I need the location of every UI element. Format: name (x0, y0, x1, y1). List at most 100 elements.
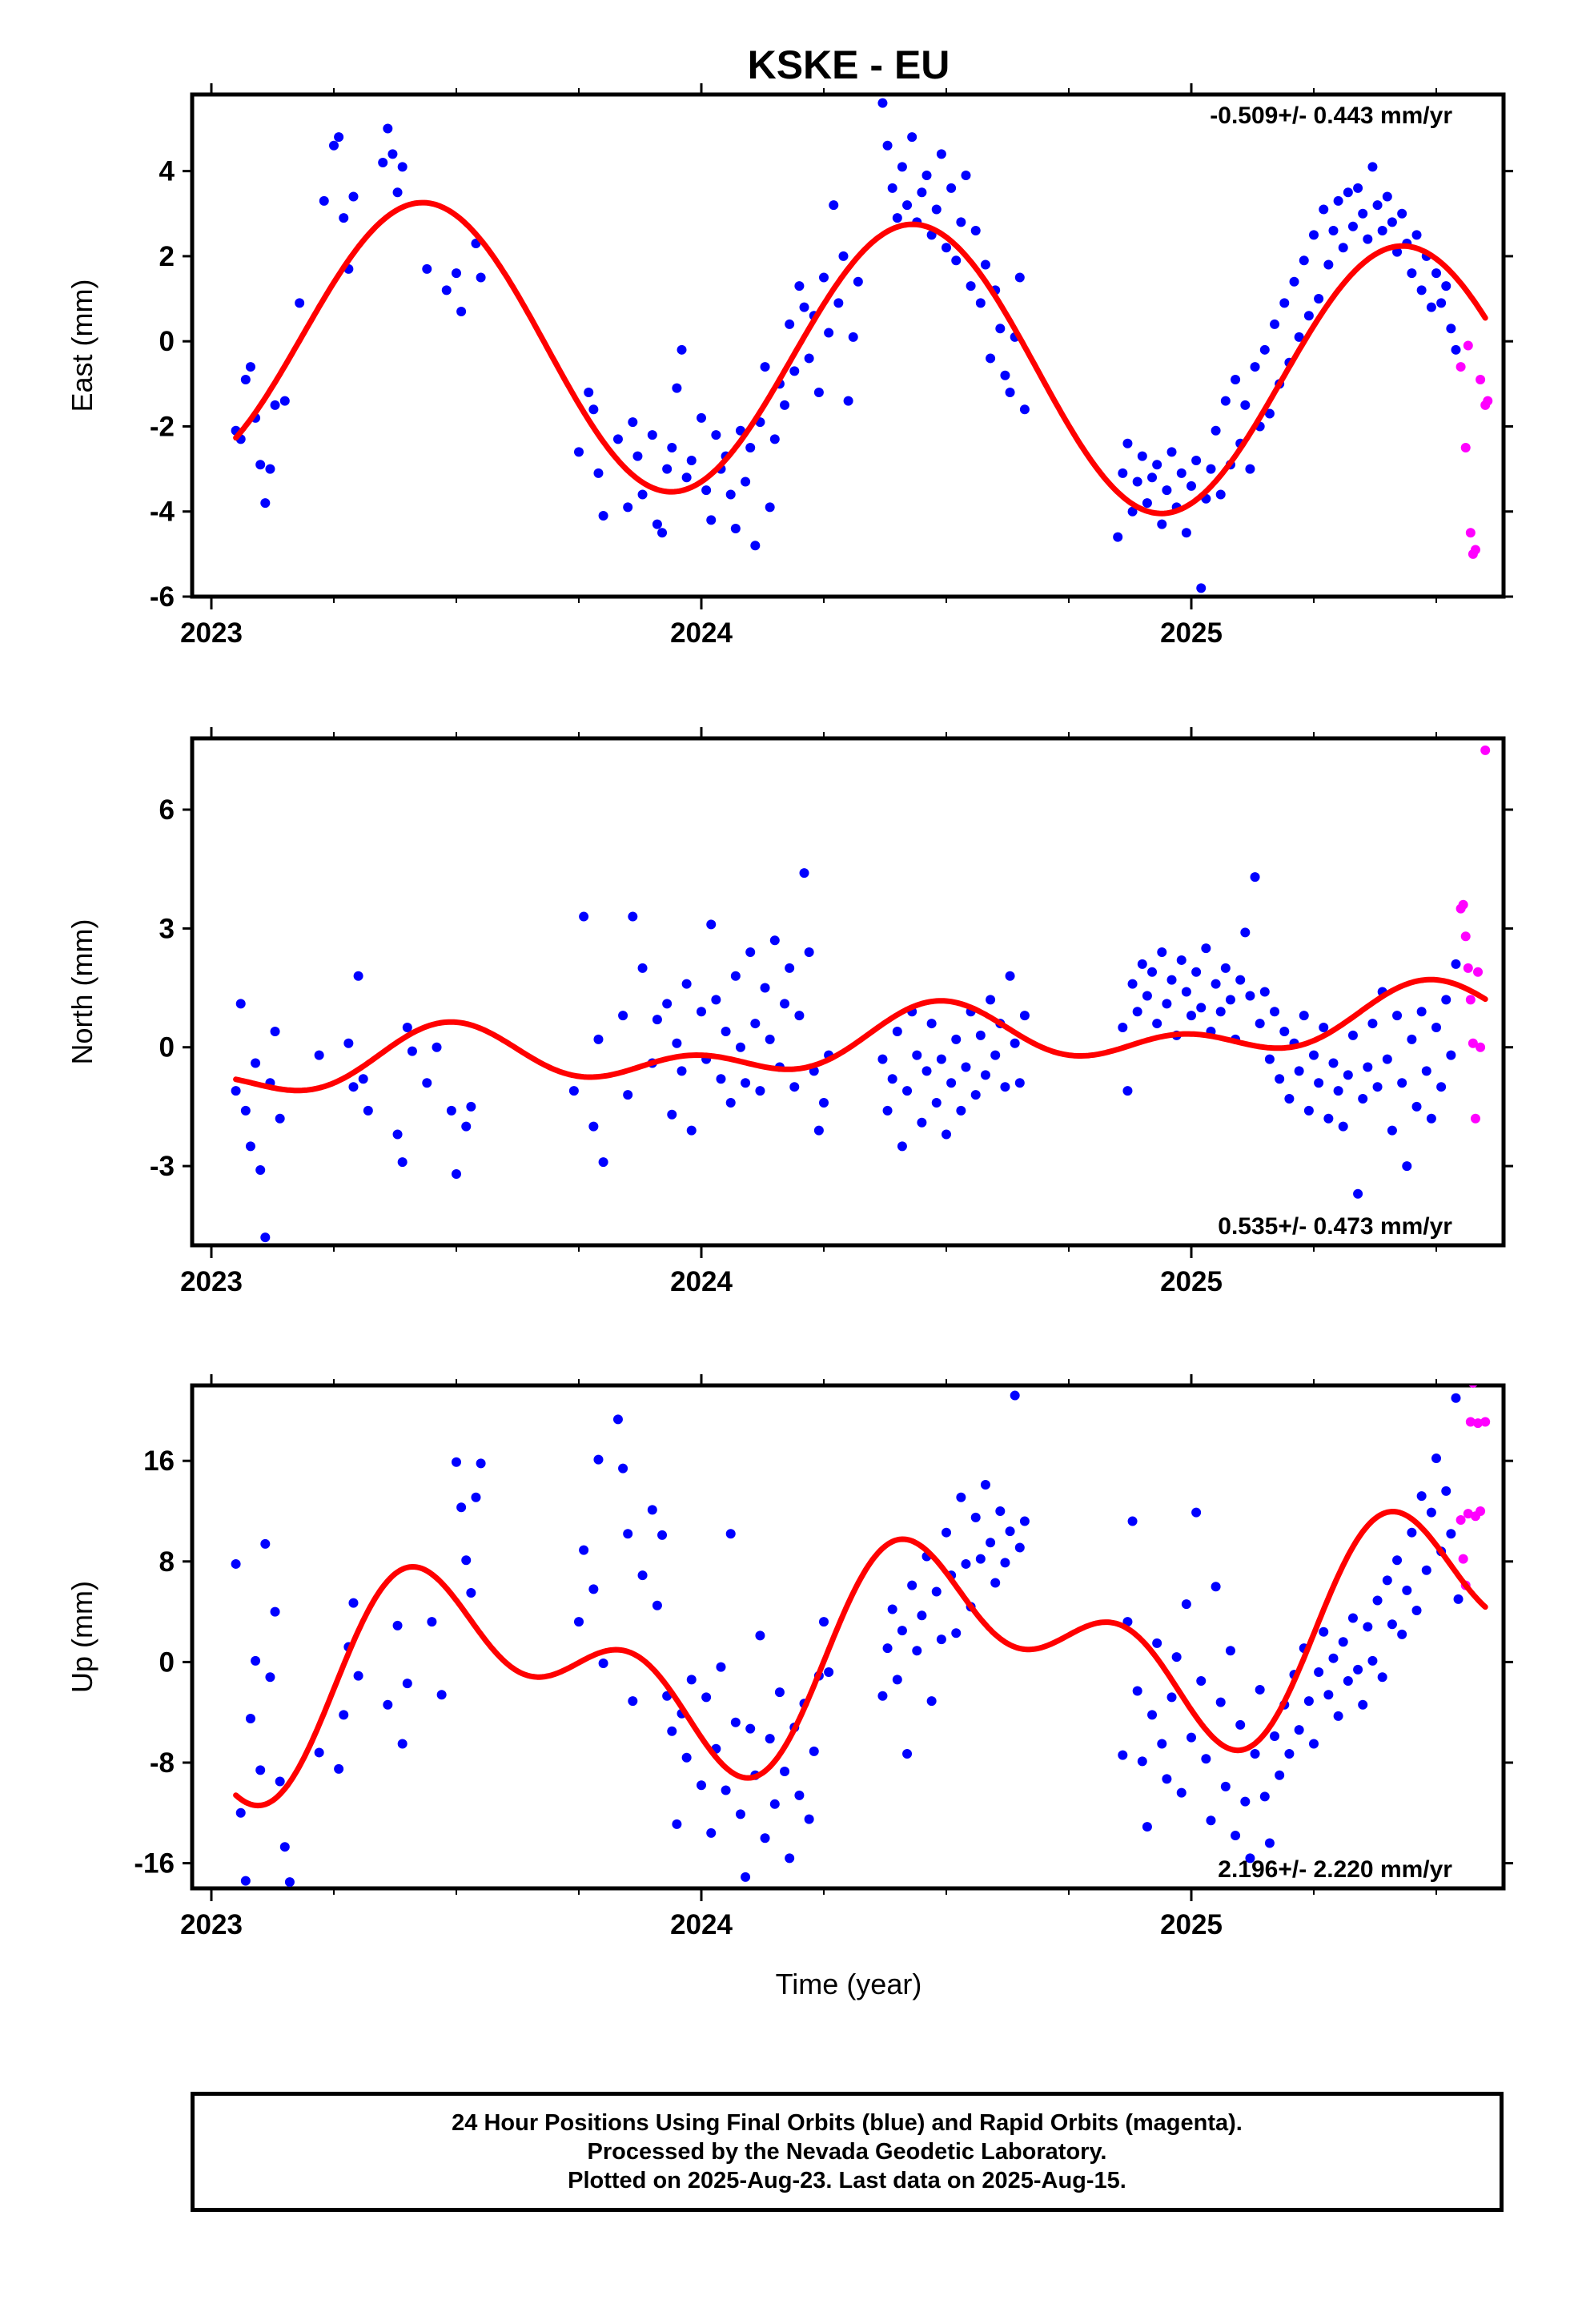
final-orbit-point (1446, 1529, 1456, 1539)
final-orbit-point (270, 400, 280, 410)
final-orbit-point (397, 1739, 408, 1749)
final-orbit-point (231, 1086, 241, 1096)
final-orbit-point (1118, 1023, 1128, 1033)
final-orbit-point (1014, 1542, 1025, 1553)
x-tick-label: 2024 (670, 617, 733, 649)
final-orbit-point (334, 1763, 344, 1774)
final-orbit-point (725, 489, 736, 500)
final-orbit-point (1166, 1692, 1177, 1703)
final-orbit-point (990, 1050, 1001, 1060)
final-orbit-point (912, 1050, 922, 1060)
final-orbit-point (1162, 485, 1172, 496)
final-orbit-point (1196, 1675, 1207, 1686)
final-orbit-point (1270, 319, 1280, 329)
final-orbit-point (838, 251, 849, 261)
final-orbit-point (1157, 947, 1167, 958)
final-orbit-point (706, 1827, 717, 1838)
data-layer (231, 98, 1493, 593)
final-orbit-point (961, 170, 971, 180)
final-orbit-point (392, 1129, 403, 1140)
final-orbit-point (1157, 1739, 1167, 1749)
final-orbit-point (931, 1586, 942, 1597)
final-orbit-point (1397, 1629, 1407, 1639)
final-orbit-point (598, 511, 608, 521)
final-orbit-point (1014, 272, 1025, 283)
final-orbit-point (956, 217, 966, 227)
final-orbit-point (1446, 324, 1456, 334)
final-orbit-point (1270, 1007, 1280, 1017)
final-orbit-point (1264, 1054, 1275, 1064)
final-orbit-point (1451, 1393, 1461, 1403)
y-axis-title: East (mm) (66, 279, 98, 412)
final-orbit-point (407, 1046, 417, 1056)
rapid-orbit-point (1465, 1417, 1476, 1427)
final-orbit-point (1181, 528, 1191, 538)
final-orbit-point (716, 1074, 726, 1084)
final-orbit-point (902, 1086, 913, 1096)
final-orbit-point (681, 472, 692, 483)
final-orbit-point (942, 1129, 951, 1140)
final-orbit-point (1147, 967, 1158, 977)
final-orbit-point (765, 1734, 775, 1744)
final-orbit-point (804, 353, 814, 364)
final-orbit-point (1431, 268, 1441, 279)
final-orbit-point (686, 1125, 697, 1136)
final-orbit-point (231, 1558, 241, 1569)
final-orbit-point (1397, 1078, 1407, 1088)
final-orbit-point (363, 1105, 373, 1116)
final-orbit-point (774, 1687, 785, 1698)
final-orbit-point (588, 404, 599, 415)
final-orbit-point (946, 1078, 957, 1088)
model-fit-curve (233, 976, 1488, 1094)
final-orbit-point (1431, 1023, 1441, 1033)
final-orbit-point (392, 1620, 403, 1630)
final-orbit-point (741, 476, 751, 487)
final-orbit-point (1333, 195, 1343, 206)
final-orbit-point (588, 1584, 599, 1594)
final-orbit-point (1186, 480, 1196, 491)
final-orbit-point (1363, 1062, 1373, 1072)
x-tick-label: 2023 (180, 1266, 243, 1297)
model-fit-curve (233, 199, 1488, 517)
final-orbit-point (794, 281, 805, 292)
rapid-orbit-point (1480, 1417, 1491, 1427)
final-orbit-point (1338, 1121, 1348, 1132)
final-orbit-point (270, 1026, 280, 1036)
final-orbit-point (1201, 1754, 1211, 1764)
final-orbit-point (956, 1105, 966, 1116)
final-orbit-point (1397, 208, 1407, 219)
final-orbit-point (618, 1011, 628, 1021)
rapid-orbit-point (1460, 443, 1471, 453)
final-orbit-point (785, 963, 795, 973)
final-orbit-point (432, 1042, 442, 1052)
final-orbit-point (1323, 1113, 1334, 1124)
rapid-orbit-point (1465, 528, 1476, 538)
final-orbit-point (632, 451, 643, 461)
final-orbit-point (1220, 1781, 1231, 1791)
final-orbit-point (657, 1530, 668, 1540)
y-tick-label: -8 (150, 1747, 175, 1779)
final-orbit-point (1319, 1626, 1329, 1637)
final-orbit-point (1411, 1101, 1422, 1112)
final-orbit-point (1275, 1770, 1285, 1780)
final-orbit-point (471, 1492, 481, 1502)
final-orbit-point (1303, 1105, 1314, 1116)
final-orbit-point (1206, 1815, 1216, 1826)
final-orbit-point (1358, 208, 1368, 219)
final-orbit-point (701, 485, 712, 496)
final-orbit-point (1270, 1731, 1280, 1742)
final-orbit-point (892, 213, 902, 223)
x-tick-label: 2025 (1160, 1909, 1223, 1940)
final-orbit-point (877, 1691, 888, 1701)
final-orbit-point (735, 1809, 745, 1819)
final-orbit-point (1421, 1066, 1431, 1076)
final-orbit-point (1299, 1011, 1309, 1021)
final-orbit-point (1367, 1655, 1378, 1666)
final-orbit-point (681, 1752, 692, 1763)
rapid-orbit-point (1476, 375, 1486, 385)
rapid-orbit-point (1476, 1506, 1486, 1516)
final-orbit-point (1436, 298, 1447, 308)
final-orbit-point (686, 455, 697, 465)
final-orbit-point (741, 1078, 751, 1088)
final-orbit-point (1014, 1078, 1025, 1088)
